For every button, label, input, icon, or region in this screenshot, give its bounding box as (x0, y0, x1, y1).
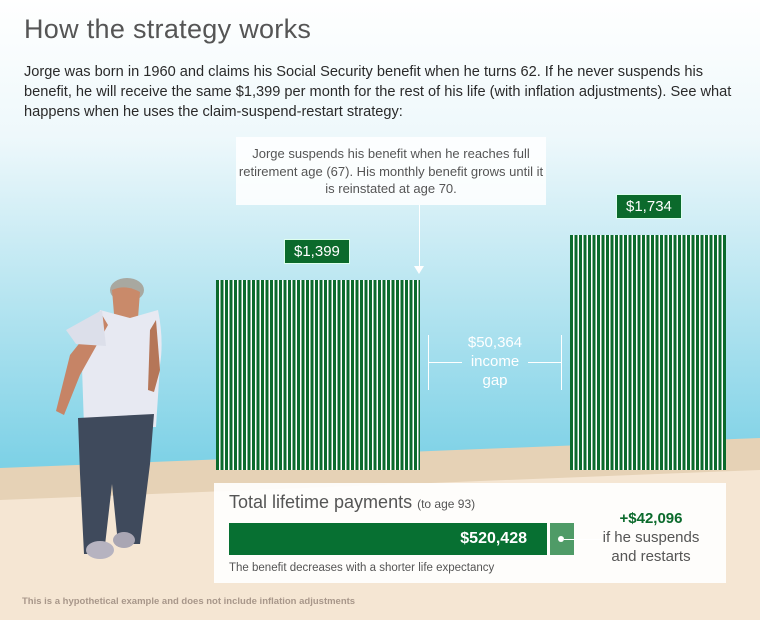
bar-claim-62 (216, 280, 420, 470)
intro-text: Jorge was born in 1960 and claims his So… (24, 64, 732, 120)
footnote: This is a hypothetical example and does … (22, 596, 356, 607)
panel-subtitle: (to age 93) (417, 497, 476, 511)
callout-arrow-line (419, 205, 420, 271)
arrow-down-icon (414, 266, 424, 274)
gain-label: +$42,096 if he suspends and restarts (586, 509, 716, 566)
gain-value: +$42,096 (619, 510, 683, 527)
gap-line1: income (470, 353, 520, 370)
bar-label-1734: $1,734 (616, 194, 682, 219)
panel-title: Total lifetime payments (to age 93) (229, 492, 475, 513)
gain-dot (558, 536, 564, 542)
gain-text-2: and restarts (611, 548, 691, 565)
lifetime-payments-panel: Total lifetime payments (to age 93) $520… (214, 483, 726, 583)
man-illustration (56, 278, 162, 559)
gap-line2: gap (482, 372, 508, 389)
total-bar: $520,428 (229, 523, 547, 555)
page-title: How the strategy works (24, 14, 312, 44)
panel-title-text: Total lifetime payments (229, 492, 413, 512)
bar-restart-70 (570, 235, 726, 470)
gap-amount: $50,364 (467, 334, 523, 351)
gap-line-left (428, 362, 462, 363)
suspend-callout: Jorge suspends his benefit when he reach… (236, 137, 546, 205)
income-gap-label: $50,364 income gap (428, 333, 562, 393)
bar-label-1399: $1,399 (284, 239, 350, 264)
gap-line-right (528, 362, 562, 363)
panel-note: The benefit decreases with a shorter lif… (229, 562, 495, 574)
gain-text-1: if he suspends (602, 529, 700, 546)
gain-connector (564, 539, 604, 540)
